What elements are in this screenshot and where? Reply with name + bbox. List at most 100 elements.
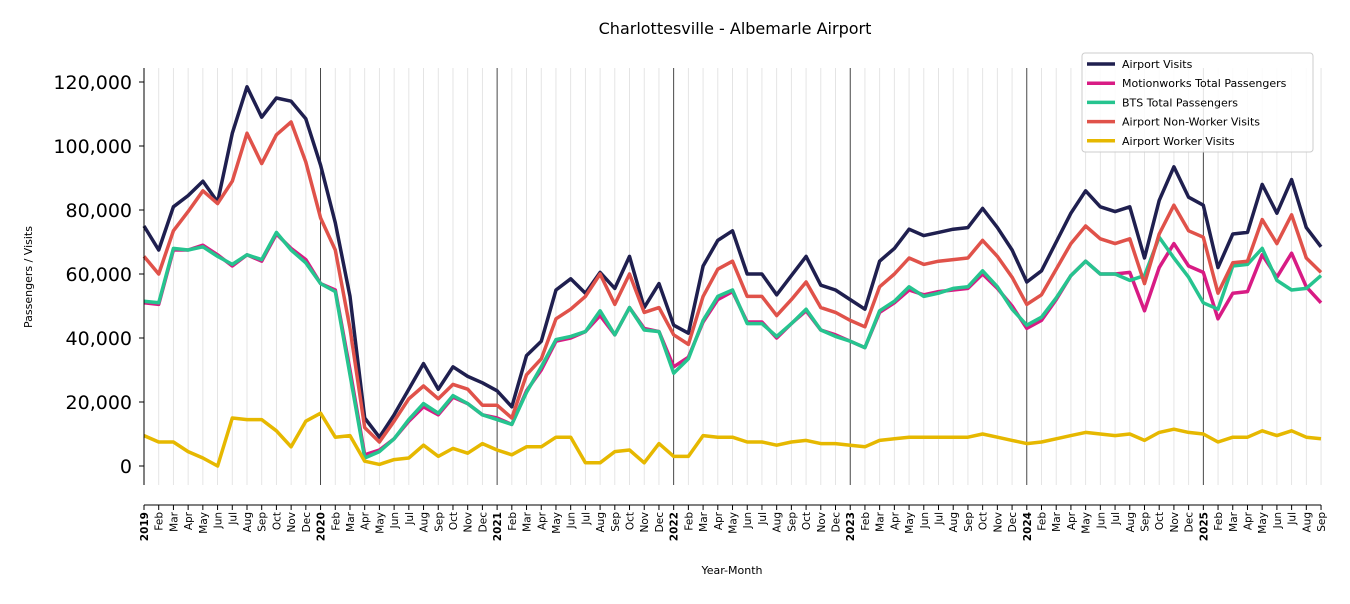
x-tick-label: Sep [1316, 512, 1328, 532]
x-tick-label: Aug [242, 512, 254, 533]
x-tick-label: Mar [168, 511, 180, 531]
x-tick-label: 2021 [492, 512, 504, 541]
x-tick-label: Dec [654, 512, 666, 533]
x-tick-label: Feb [860, 512, 872, 531]
x-tick-label: Dec [1007, 512, 1019, 533]
x-tick-label: 2023 [845, 512, 857, 541]
x-tick-label: Nov [463, 512, 475, 533]
x-tick-label: May [904, 512, 916, 534]
series-line-airport-visits [142, 85, 1323, 439]
x-tick-label: Mar [345, 511, 357, 531]
legend-label: BTS Total Passengers [1122, 96, 1238, 109]
x-tick-label: Apr [889, 511, 901, 530]
legend-label: Airport Worker Visits [1122, 135, 1235, 148]
x-tick-label: Apr [1066, 511, 1078, 530]
x-tick-label: Mar [698, 511, 710, 531]
x-tick-label: Sep [963, 512, 975, 532]
x-tick-label: Aug [419, 512, 431, 533]
x-tick-label: Nov [992, 512, 1004, 533]
x-tick-label: 2019 [139, 512, 151, 541]
y-tick-label: 20,000 [66, 392, 132, 414]
x-tick-label: May [728, 512, 740, 534]
legend-box [1081, 52, 1314, 153]
x-tick-label: 2022 [669, 512, 681, 541]
x-tick-label: 2024 [1022, 512, 1034, 541]
x-tick-label: 2025 [1198, 512, 1210, 541]
y-axis-label: Passengers / Visits [22, 226, 35, 328]
x-tick-label: Dec [831, 512, 843, 533]
series-line-airport-worker-visits [143, 411, 1322, 468]
x-tick-label: Jun [213, 512, 225, 529]
series-line-airport-non-worker-visits [142, 120, 1323, 444]
x-tick-label: May [374, 512, 386, 534]
x-tick-label: Aug [1301, 512, 1313, 533]
legend-label: Motionworks Total Passengers [1122, 77, 1287, 90]
x-tick-label: Sep [610, 512, 622, 532]
x-tick-label: Dec [301, 512, 313, 533]
x-tick-label: Aug [1125, 512, 1137, 533]
x-tick-label: Feb [507, 512, 519, 531]
legend-label: Airport Non-Worker Visits [1122, 116, 1260, 129]
x-tick-label: Feb [683, 512, 695, 531]
x-tick-label: Oct [625, 512, 637, 530]
y-tick-label: 0 [120, 456, 132, 478]
x-tick-label: Oct [1154, 512, 1166, 530]
x-tick-label: Apr [360, 511, 372, 530]
x-tick-label: Sep [1139, 512, 1151, 532]
x-tick-label: Apr [536, 511, 548, 530]
x-tick-label: Apr [183, 511, 195, 530]
axes: 2019 Feb Mar Apr May Jun Jul Aug Sep Oct Nov Dec 202… [53, 68, 1328, 541]
x-tick-label: Feb [330, 512, 342, 531]
x-tick-label: Nov [1169, 512, 1181, 533]
x-tick-label: Jul [1110, 512, 1122, 526]
x-tick-label: Jun [389, 512, 401, 529]
x-tick-label: Sep [786, 512, 798, 532]
x-tick-label: Nov [816, 512, 828, 533]
y-tick-label: 100,000 [53, 136, 132, 158]
x-tick-label: Jul [757, 512, 769, 526]
x-axis-label: Year-Month [700, 564, 762, 577]
x-tick-label: Mar [522, 511, 534, 531]
x-tick-label: Jun [919, 512, 931, 529]
x-tick-label: Jul [227, 512, 239, 526]
x-tick-label: Jul [580, 512, 592, 526]
x-tick-label: Feb [154, 512, 166, 531]
x-tick-label: Jul [934, 512, 946, 526]
x-tick-label: Jun [1095, 512, 1107, 529]
x-tick-label: Mar [1228, 511, 1240, 531]
x-tick-label: Feb [1036, 512, 1048, 531]
x-tick-label: Apr [1242, 511, 1254, 530]
x-tick-label: Dec [477, 512, 489, 533]
x-tick-label: Nov [639, 512, 651, 533]
x-tick-label: Jul [1287, 512, 1299, 526]
x-tick-label: Jun [1272, 512, 1284, 529]
x-tick-label: Mar [875, 511, 887, 531]
x-tick-label: May [1081, 512, 1093, 534]
x-tick-label: Nov [286, 512, 298, 533]
x-tick-label: Dec [1184, 512, 1196, 533]
x-tick-label: May [198, 512, 210, 534]
x-tick-label: Feb [1213, 512, 1225, 531]
y-tick-label: 120,000 [53, 72, 132, 94]
x-tick-label: Mar [1051, 511, 1063, 531]
x-tick-label: Sep [257, 512, 269, 532]
x-tick-label: May [551, 512, 563, 534]
y-tick-label: 80,000 [66, 200, 132, 222]
x-tick-label: Jul [404, 512, 416, 526]
x-tick-label: Oct [801, 512, 813, 530]
x-tick-label: Apr [713, 511, 725, 530]
x-tick-label: Aug [595, 512, 607, 533]
x-tick-label: 2020 [316, 512, 328, 541]
x-tick-label: Aug [948, 512, 960, 533]
y-tick-label: 40,000 [66, 328, 132, 350]
x-tick-label: Aug [772, 512, 784, 533]
chart-title: Charlottesville - Albemarle Airport [599, 19, 872, 38]
x-tick-label: Jun [742, 512, 754, 529]
series-lines [142, 85, 1323, 468]
series-line-bts-total-passengers [143, 230, 1323, 460]
legend-label: Airport Visits [1122, 58, 1193, 71]
x-tick-label: Oct [978, 512, 990, 530]
y-tick-label: 60,000 [66, 264, 132, 286]
x-tick-label: Jun [566, 512, 578, 529]
